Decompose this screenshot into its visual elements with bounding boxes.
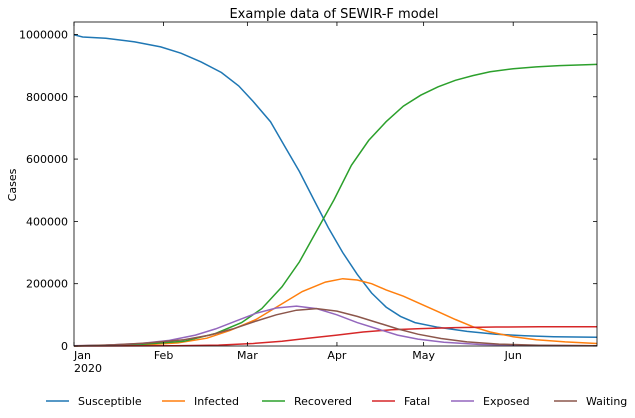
y-tick-label: 0	[61, 340, 68, 353]
series-line-recovered	[73, 63, 598, 347]
y-tick-label: 400000	[26, 215, 68, 228]
y-tick-label: 600000	[26, 153, 68, 166]
legend-label: Waiting	[586, 395, 627, 408]
legend: Susceptible Infected Recovered Fatal Exposed…	[46, 395, 627, 408]
x-tick-label: Mar	[237, 349, 258, 362]
x-tick-sublabel: 2020	[74, 362, 102, 375]
y-tick-label: 1000000	[19, 28, 68, 41]
series-line-waiting	[73, 307, 598, 347]
legend-label: Recovered	[294, 395, 352, 408]
legend-label: Fatal	[404, 395, 430, 408]
series-line-infected	[73, 277, 598, 347]
plot-frame	[73, 21, 598, 347]
y-tick-label: 800000	[26, 91, 68, 104]
legend-label: Exposed	[483, 395, 530, 408]
x-tick-label: Feb	[154, 349, 173, 362]
y-axis-ticks: 0 200000 400000 600000 800000 1000000	[19, 28, 597, 353]
plot-lines	[73, 34, 598, 347]
series-line-exposed	[73, 305, 598, 347]
series-line-susceptible	[73, 34, 598, 339]
y-axis-label: Cases	[6, 168, 19, 201]
x-tick-label: May	[412, 349, 435, 362]
x-tick-label: Jan	[73, 349, 91, 362]
chart-title: Example data of SEWIR-F model	[229, 7, 438, 22]
x-tick-label: Jun	[504, 349, 522, 362]
series-line-fatal	[73, 325, 598, 347]
x-tick-label: Apr	[327, 349, 347, 362]
legend-label: Infected	[194, 395, 239, 408]
y-tick-label: 200000	[26, 278, 68, 291]
legend-label: Susceptible	[78, 395, 142, 408]
